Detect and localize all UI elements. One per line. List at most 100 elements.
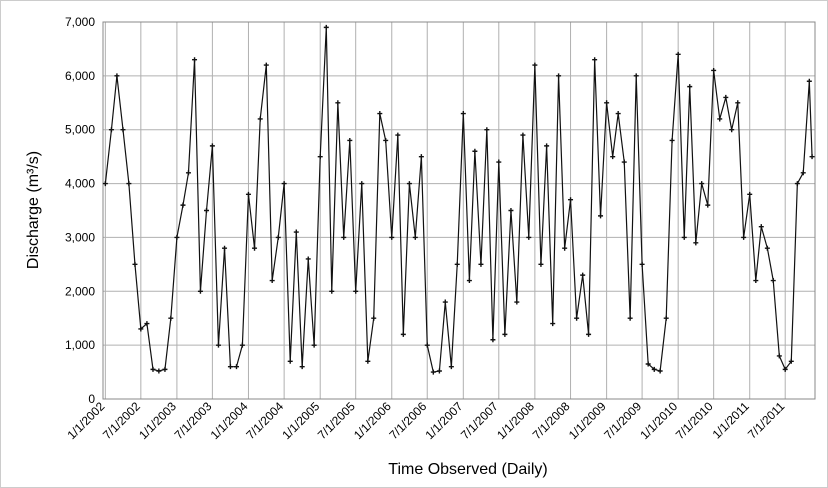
point-marker <box>114 73 120 79</box>
point-marker <box>782 366 788 372</box>
point-marker <box>120 127 126 133</box>
point-marker <box>556 73 562 79</box>
point-marker <box>651 366 657 372</box>
point-marker <box>621 159 627 165</box>
point-marker <box>604 100 610 106</box>
point-marker <box>424 342 430 348</box>
point-marker <box>729 127 735 133</box>
point-marker <box>538 261 544 267</box>
point-marker <box>598 213 604 219</box>
point-marker <box>144 321 150 327</box>
point-marker <box>215 342 221 348</box>
point-marker <box>180 202 186 208</box>
point-marker <box>126 181 132 187</box>
point-marker <box>377 111 383 117</box>
point-marker <box>788 358 794 364</box>
point-marker <box>192 57 198 63</box>
point-marker <box>400 331 406 337</box>
point-marker <box>406 181 412 187</box>
point-marker <box>227 364 233 370</box>
point-marker <box>281 181 287 187</box>
point-marker <box>532 62 538 68</box>
y-axis-title: Discharge (m³/s) <box>25 151 42 269</box>
point-marker <box>800 170 806 176</box>
point-marker <box>168 315 174 321</box>
x-axis-title: Time Observed (Daily) <box>388 461 547 478</box>
point-marker <box>347 137 353 143</box>
point-marker <box>568 197 574 203</box>
point-marker <box>460 111 466 117</box>
point-marker <box>687 84 693 90</box>
point-marker <box>490 337 496 343</box>
point-marker <box>371 315 377 321</box>
point-marker <box>699 181 705 187</box>
point-marker <box>287 358 293 364</box>
point-marker <box>809 154 815 160</box>
point-marker <box>335 100 341 106</box>
point-marker <box>693 240 699 246</box>
point-marker <box>514 299 520 305</box>
point-marker <box>508 208 514 213</box>
y-tick-label: 3,000 <box>65 230 95 244</box>
point-marker <box>156 368 162 374</box>
point-marker <box>317 154 323 160</box>
point-marker <box>204 208 210 213</box>
point-marker <box>681 234 687 240</box>
point-marker <box>806 78 812 84</box>
point-marker <box>162 366 168 372</box>
y-tick-label: 4,000 <box>65 177 95 191</box>
point-marker <box>520 132 526 138</box>
point-marker <box>735 100 741 106</box>
point-marker <box>234 364 239 370</box>
point-marker <box>311 342 317 348</box>
point-marker <box>174 234 180 240</box>
point-marker <box>753 278 759 284</box>
point-marker <box>209 143 215 149</box>
point-marker <box>574 315 580 321</box>
point-marker <box>275 234 281 240</box>
point-marker <box>353 288 359 294</box>
point-marker <box>359 181 365 187</box>
point-marker <box>150 366 156 372</box>
point-marker <box>132 261 138 267</box>
point-marker <box>758 224 764 230</box>
point-marker <box>263 62 269 68</box>
point-marker <box>669 137 675 143</box>
series-line <box>104 27 813 373</box>
point-marker <box>305 256 311 262</box>
point-marker <box>418 154 424 160</box>
point-marker <box>239 342 245 348</box>
point-marker <box>454 261 460 267</box>
point-marker <box>185 170 191 176</box>
point-marker <box>323 24 329 30</box>
point-marker <box>747 191 753 197</box>
point-marker <box>645 361 651 367</box>
point-marker <box>717 116 723 122</box>
point-marker <box>138 326 144 332</box>
point-marker <box>592 57 598 63</box>
point-marker <box>627 315 633 321</box>
point-marker <box>544 143 550 149</box>
point-marker <box>776 353 782 359</box>
point-marker <box>675 51 681 57</box>
point-marker <box>502 331 508 337</box>
point-marker <box>448 364 454 370</box>
y-tick-label: 6,000 <box>65 69 95 83</box>
point-marker <box>222 245 228 251</box>
point-marker <box>711 67 717 73</box>
y-tick-label: 5,000 <box>65 123 95 137</box>
point-marker <box>252 245 258 251</box>
point-marker <box>633 73 639 79</box>
point-marker <box>562 245 568 251</box>
point-marker <box>586 331 592 337</box>
point-marker <box>365 358 371 364</box>
point-marker <box>657 368 663 374</box>
point-marker <box>794 181 800 187</box>
y-tick-label: 7,000 <box>65 15 95 29</box>
point-marker <box>257 116 263 122</box>
point-marker <box>770 278 776 284</box>
point-marker <box>436 368 442 374</box>
point-marker <box>705 202 711 208</box>
plot-frame <box>102 21 816 400</box>
